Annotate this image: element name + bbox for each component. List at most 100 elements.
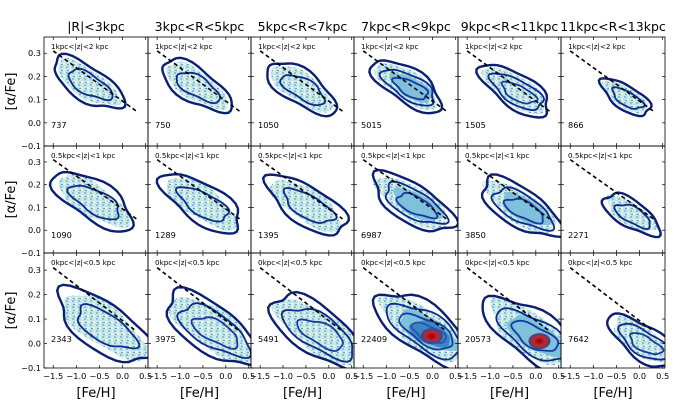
x-tick-label: −1.5 bbox=[353, 371, 373, 381]
contour-line bbox=[175, 71, 222, 105]
panel-contours bbox=[48, 159, 137, 233]
panel-r2-c5: 0kpc<|z|<0.5 kpc 7642 −1.5 −1.0 −0.5 0.0 0.5 bbox=[560, 252, 669, 381]
panel-contours bbox=[52, 267, 148, 364]
contour-line bbox=[76, 303, 141, 350]
x-tick-label: −0.5 bbox=[296, 371, 316, 381]
reference-line bbox=[466, 50, 551, 112]
contour-line bbox=[495, 307, 561, 362]
x-tick-label: −1.5 bbox=[43, 371, 63, 381]
reference-line bbox=[466, 159, 551, 220]
x-tick-label: −1.0 bbox=[273, 371, 293, 381]
contour-line bbox=[53, 52, 127, 110]
z-range-label: 0kpc<|z|<0.5 kpc bbox=[361, 258, 425, 267]
panel-frame bbox=[560, 252, 666, 369]
y-tick-label: −0.1 bbox=[21, 141, 41, 151]
x-tick-label: −0.5 bbox=[503, 371, 523, 381]
contour-line bbox=[480, 173, 561, 238]
contour-line bbox=[161, 56, 234, 115]
x-tick-label: 0.5 bbox=[345, 371, 358, 381]
contour-line bbox=[500, 80, 539, 105]
x-axis-label: [Fe/H] bbox=[593, 386, 632, 401]
panel-r1-c0: 0.5kpc<|z|<1 kpc 1090 −0.1 0.0 0.1 0.2 0.3 bbox=[21, 145, 149, 258]
x-tick-label: −1.5 bbox=[147, 371, 167, 381]
contour-line bbox=[628, 332, 665, 356]
contour-line bbox=[600, 191, 662, 239]
density-fill bbox=[271, 66, 333, 113]
z-range-label: 0.5kpc<|z|<1 kpc bbox=[155, 151, 219, 160]
reference-line bbox=[52, 267, 137, 332]
contour-line bbox=[385, 302, 458, 361]
contour-line bbox=[67, 67, 114, 102]
z-range-label: 0.5kpc<|z|<1 kpc bbox=[258, 151, 322, 160]
panel-r0-c3: 1kpc<|z|<2 kpc 5015 bbox=[353, 36, 459, 147]
reference-line bbox=[52, 159, 137, 220]
sample-count: 5015 bbox=[361, 120, 382, 130]
panel-r0-c4: 1kpc<|z|<2 kpc 1505 bbox=[457, 36, 562, 147]
panel-contours bbox=[569, 267, 665, 368]
panel-contours bbox=[362, 267, 458, 368]
panel-contours bbox=[362, 159, 458, 233]
y-tick-label: −0.1 bbox=[21, 248, 41, 258]
density-fill bbox=[606, 194, 660, 232]
density-fill bbox=[602, 80, 649, 114]
panel-contours bbox=[466, 267, 561, 368]
z-range-label: 0kpc<|z|<0.5 kpc bbox=[465, 258, 529, 267]
panel-contours bbox=[466, 159, 561, 238]
panel-r0-c5: 1kpc<|z|<2 kpc 866 bbox=[560, 36, 666, 147]
panel-contours bbox=[569, 159, 662, 239]
reference-line bbox=[362, 159, 447, 220]
sample-count: 3850 bbox=[465, 230, 486, 240]
reference-line bbox=[569, 267, 654, 332]
z-range-label: 0kpc<|z|<0.5 kpc bbox=[258, 258, 322, 267]
x-tick-label: 0.5 bbox=[139, 371, 152, 381]
contour-line bbox=[174, 186, 231, 223]
contour-line bbox=[597, 77, 653, 118]
z-range-label: 0.5kpc<|z|<1 kpc bbox=[568, 151, 632, 160]
panel-r2-c3: 0kpc<|z|<0.5 kpc 22409 −1.5 −1.0 −0.5 0.0 0.5 bbox=[353, 252, 462, 381]
panel-r0-c2: 1kpc<|z|<2 kpc 1050 bbox=[250, 36, 355, 147]
sample-count: 20573 bbox=[465, 334, 491, 344]
density-fill bbox=[271, 299, 354, 366]
x-tick-label: −1.0 bbox=[376, 371, 396, 381]
contour-line bbox=[487, 72, 546, 112]
panel-r2-c1: 0kpc<|z|<0.5 kpc 3975 −1.5 −1.0 −0.5 0.0 0.5 bbox=[147, 252, 255, 381]
panel-r0-c1: 1kpc<|z|<2 kpc 750 bbox=[147, 36, 252, 147]
density-fill bbox=[613, 315, 665, 364]
reference-line bbox=[259, 50, 344, 112]
density-fill bbox=[269, 179, 343, 233]
contour-line bbox=[481, 294, 561, 368]
panel-grid: 1kpc<|z|<2 kpc737−0.10.00.10.20.31kpc<|z… bbox=[21, 36, 669, 381]
y-axis-label: [α/Fe] bbox=[4, 292, 19, 330]
x-tick-label: 0.0 bbox=[219, 371, 232, 381]
sample-count: 737 bbox=[51, 120, 67, 130]
sample-count: 7642 bbox=[568, 334, 589, 344]
x-tick-label: −1.0 bbox=[583, 371, 603, 381]
reference-line bbox=[466, 267, 551, 332]
contour-line bbox=[390, 77, 430, 101]
contour-line bbox=[55, 283, 148, 364]
z-range-label: 1kpc<|z|<2 kpc bbox=[155, 42, 212, 51]
y-axis-label: [α/Fe] bbox=[4, 181, 19, 219]
contour-line bbox=[266, 290, 354, 368]
x-axis-label: [Fe/H] bbox=[180, 386, 219, 401]
contour-line bbox=[280, 307, 354, 363]
contour-line bbox=[510, 319, 560, 352]
x-tick-label: 0.5 bbox=[552, 371, 565, 381]
column-title: 11kpc<R<13kpc bbox=[560, 19, 666, 34]
contour-line bbox=[282, 187, 338, 224]
z-range-label: 0.5kpc<|z|<1 kpc bbox=[361, 151, 425, 160]
density-mid bbox=[388, 73, 434, 103]
y-tick-label: 0.0 bbox=[28, 225, 41, 235]
contour-line bbox=[490, 186, 556, 232]
contour-line bbox=[176, 302, 251, 360]
y-tick-label: 0.3 bbox=[28, 48, 41, 58]
contour-line bbox=[155, 172, 240, 235]
panel-contours bbox=[156, 267, 251, 367]
sample-count: 6987 bbox=[361, 230, 382, 240]
x-tick-label: −1.0 bbox=[170, 371, 190, 381]
x-axis-label: [Fe/H] bbox=[490, 386, 529, 401]
x-tick-label: −0.5 bbox=[193, 371, 213, 381]
z-range-label: 1kpc<|z|<2 kpc bbox=[258, 42, 315, 51]
reference-line bbox=[156, 159, 241, 220]
contour-line bbox=[410, 321, 447, 344]
